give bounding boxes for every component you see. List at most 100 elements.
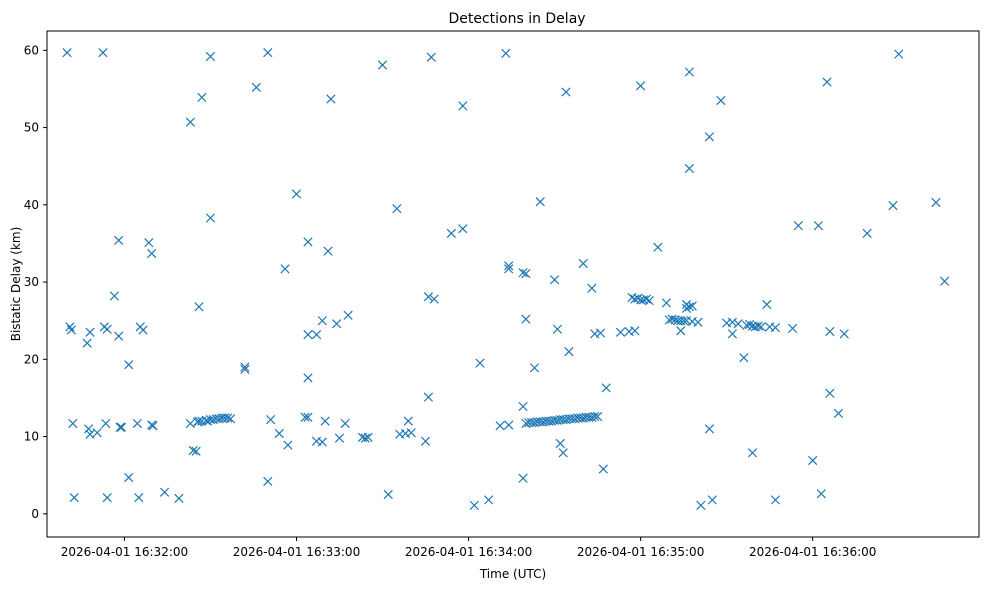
- data-point-marker: [684, 67, 694, 77]
- data-point-marker: [446, 228, 456, 239]
- data-point-marker: [274, 428, 284, 439]
- data-point-marker: [747, 448, 758, 458]
- y-tick-label: 50: [24, 121, 39, 135]
- data-point-marker: [504, 264, 514, 274]
- data-point-marker: [458, 101, 468, 111]
- y-tick-label: 10: [24, 430, 39, 444]
- data-point-marker: [630, 326, 640, 336]
- data-point-marker: [727, 329, 738, 339]
- data-point-marker: [223, 413, 233, 423]
- data-point-marker: [615, 327, 626, 337]
- data-point-marker: [303, 329, 313, 340]
- data-point-marker: [334, 433, 345, 443]
- data-point-marker: [561, 87, 571, 97]
- data-point-marker: [888, 200, 898, 211]
- x-tick-label: 2026-04-01 16:33:00: [233, 545, 360, 559]
- data-point-marker: [518, 473, 528, 483]
- data-point-marker: [635, 81, 646, 91]
- data-point-marker: [363, 432, 373, 442]
- data-point-marker: [205, 213, 216, 223]
- data-point-marker: [704, 424, 715, 434]
- data-point-marker: [311, 329, 322, 340]
- data-point-marker: [197, 92, 207, 103]
- data-point-marker: [458, 224, 468, 234]
- data-point-marker: [696, 500, 706, 510]
- data-point-marker: [263, 476, 273, 487]
- data-point-marker: [504, 420, 514, 430]
- data-point-marker: [83, 424, 94, 434]
- data-point-marker: [320, 416, 330, 426]
- data-point-marker: [684, 302, 694, 312]
- data-point-marker: [753, 321, 763, 331]
- data-point-marker: [808, 455, 818, 466]
- data-point-marker: [148, 421, 158, 431]
- data-point-marker: [134, 492, 144, 503]
- data-point-marker: [147, 248, 157, 259]
- x-tick-label: 2026-04-01 16:35:00: [577, 545, 704, 559]
- data-point-marker: [420, 436, 431, 446]
- data-point-marker: [62, 48, 72, 58]
- data-point-marker: [280, 264, 290, 274]
- data-point-marker: [114, 235, 124, 245]
- data-point-marker: [406, 428, 416, 438]
- data-point-marker: [595, 328, 606, 338]
- data-point-marker: [793, 221, 803, 231]
- data-point-marker: [529, 363, 540, 373]
- data-point-marker: [727, 317, 738, 327]
- data-point-marker: [109, 291, 120, 301]
- data-point-marker: [825, 326, 835, 337]
- data-point-marker: [205, 51, 216, 62]
- data-point-marker: [303, 412, 313, 422]
- data-point-marker: [303, 237, 313, 247]
- data-point-marker: [469, 500, 479, 510]
- data-point-marker: [124, 472, 134, 483]
- data-point-marker: [518, 268, 528, 278]
- data-point-marker: [598, 464, 608, 474]
- data-point-marker: [756, 322, 766, 332]
- x-axis-label: Time (UTC): [479, 567, 546, 581]
- data-point-marker: [939, 276, 950, 286]
- data-point-marker: [326, 94, 336, 104]
- data-point-marker: [521, 314, 531, 324]
- data-point-marker: [770, 495, 781, 505]
- data-point-marker: [323, 246, 333, 256]
- data-point-marker: [194, 302, 204, 312]
- data-point-marker: [521, 268, 531, 279]
- y-axis-ticks: 0 10 20 30 40 50 60: [24, 43, 47, 521]
- x-tick-label: 2026-04-01 16:34:00: [405, 545, 532, 559]
- data-point-marker: [317, 437, 327, 447]
- data-point-marker: [816, 489, 826, 499]
- data-point-marker: [825, 388, 835, 398]
- data-point-marker: [303, 373, 313, 383]
- data-point-marker: [300, 412, 310, 422]
- data-point-marker: [833, 408, 844, 419]
- data-point-marker: [822, 77, 832, 87]
- data-point-marker: [266, 414, 276, 425]
- data-point-marker: [684, 163, 694, 174]
- data-point-marker: [144, 238, 154, 248]
- y-tick-label: 30: [24, 275, 39, 289]
- data-point-marker: [343, 310, 353, 320]
- data-point-marker: [813, 221, 824, 231]
- data-point-marker: [644, 295, 654, 306]
- data-point-marker: [633, 293, 643, 303]
- data-point-marker: [931, 197, 941, 208]
- data-point-marker: [495, 421, 505, 431]
- data-point-marker: [403, 416, 413, 426]
- x-tick-label: 2026-04-01 16:32:00: [61, 545, 188, 559]
- data-point-marker: [392, 204, 402, 214]
- data-point-marker: [484, 495, 494, 505]
- data-point-marker: [82, 338, 92, 348]
- data-point-marker: [558, 448, 568, 458]
- data-point-marker: [653, 242, 663, 252]
- data-point-marker: [552, 324, 563, 334]
- data-point-marker: [601, 383, 611, 393]
- data-point-marker: [132, 418, 142, 429]
- data-point-marker: [426, 52, 436, 62]
- data-point-marker: [744, 319, 755, 330]
- data-point-marker: [590, 411, 600, 422]
- data-point-marker: [716, 95, 726, 106]
- data-point-marker: [555, 438, 565, 449]
